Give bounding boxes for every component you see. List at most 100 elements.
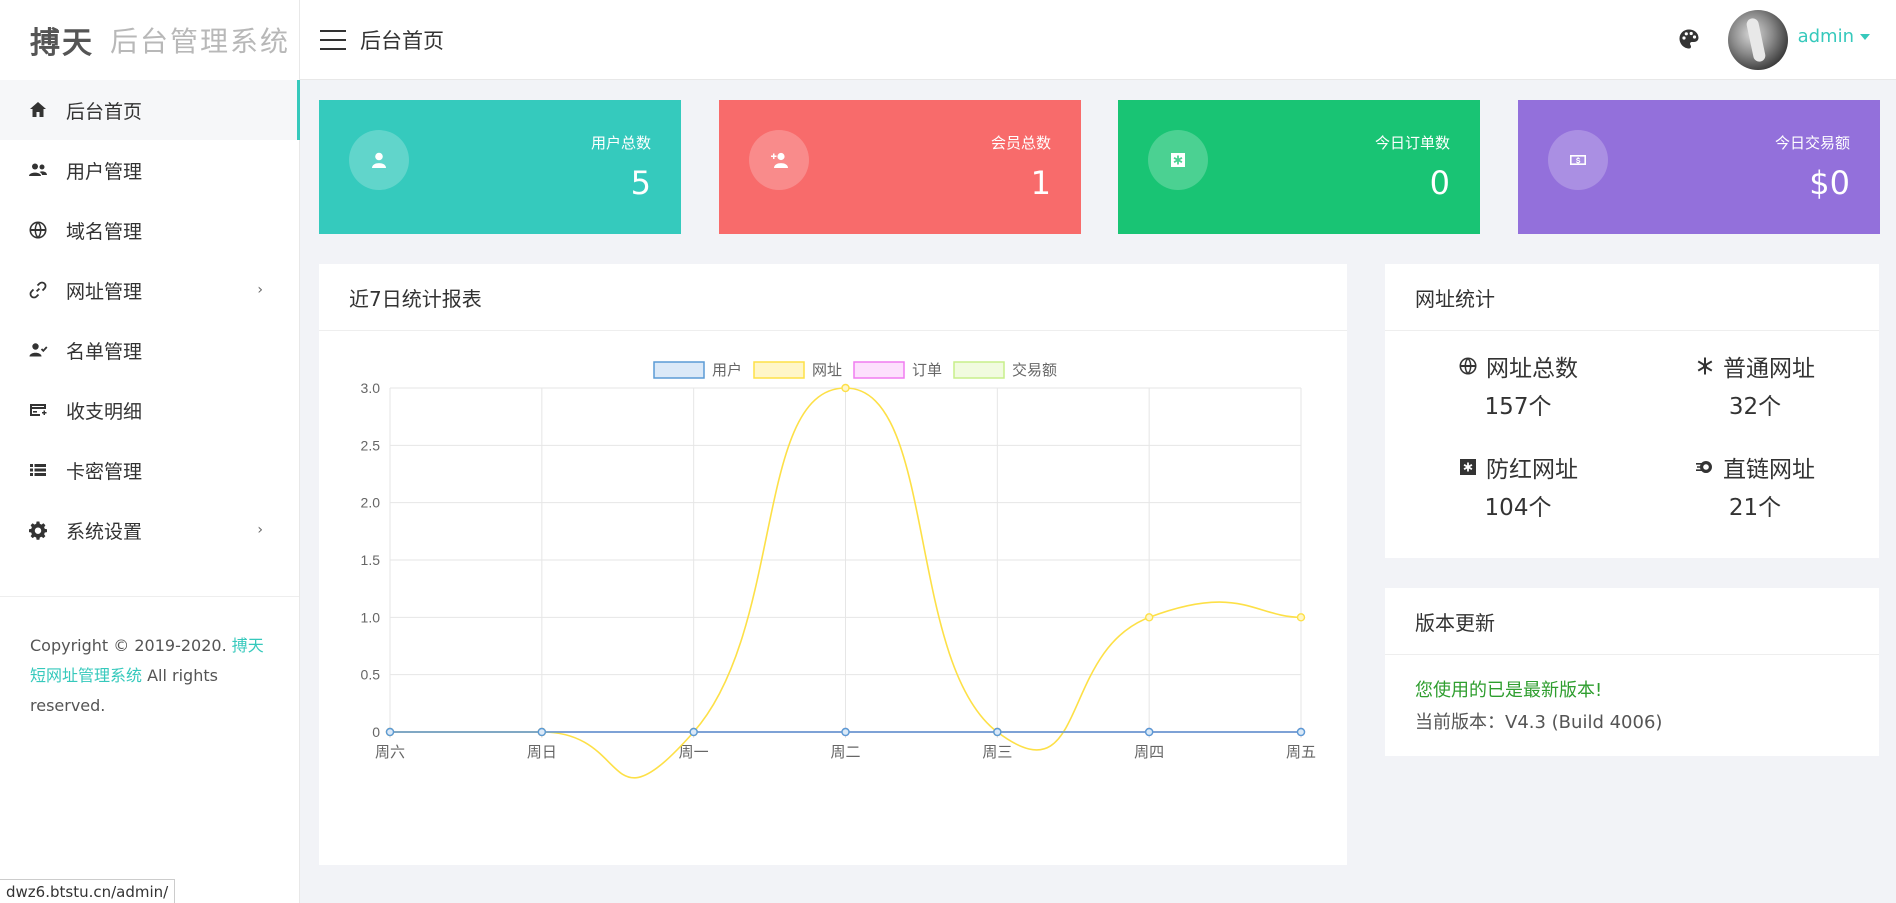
avatar[interactable] <box>1728 10 1788 70</box>
x-tick-label: 周一 <box>679 743 709 761</box>
stat-card-revenue: 今日交易额 $0 <box>1518 100 1880 234</box>
url-stat-antiblock: 防红网址 104个 <box>1418 450 1618 522</box>
url-stat-label: 直链网址 <box>1723 457 1815 483</box>
data-point <box>841 727 850 737</box>
caret-down-icon <box>1860 34 1870 40</box>
legend-swatch <box>853 361 905 379</box>
legend-label: 网址 <box>812 361 842 379</box>
y-tick-label: 1.0 <box>361 609 381 625</box>
y-tick-label: 3.0 <box>361 380 381 396</box>
copyright-suffix: All rights reserved. <box>30 666 218 715</box>
url-stat-value: 104个 <box>1484 495 1552 521</box>
y-tick-label: 2.0 <box>361 495 381 511</box>
data-point <box>1144 727 1154 737</box>
sidebar-item-label: 名单管理 <box>66 340 143 363</box>
sidebar-item-urls[interactable]: 网址管理 › <box>0 260 299 320</box>
stat-label: 用户总数 <box>590 134 651 152</box>
list-icon <box>28 460 48 480</box>
username: admin <box>1797 26 1854 47</box>
y-tick-label: 1.5 <box>361 552 381 568</box>
gear-icon <box>28 520 48 540</box>
asterisk-square-icon <box>1460 459 1476 475</box>
sidebar-item-label: 后台首页 <box>66 100 143 123</box>
data-point <box>993 727 1002 737</box>
globe-icon <box>28 220 48 240</box>
sidebar-item-finance[interactable]: 收支明细 <box>0 380 299 440</box>
palette-icon[interactable] <box>1678 28 1700 50</box>
line-chart: 0 0.5 1.0 1.5 2.0 2.5 3.0 周六 周日 周一 周二 周三 周四 周五 用户 网址 订单 交… <box>361 361 1316 779</box>
url-stats-title: 网址统计 <box>1385 264 1879 331</box>
y-tick-label: 2.5 <box>361 437 381 453</box>
y-tick-label: 0 <box>372 724 380 740</box>
sidebar-item-lists[interactable]: 名单管理 <box>0 320 299 380</box>
sidebar-item-label: 用户管理 <box>66 160 143 183</box>
url-stat-normal: 普通网址 32个 <box>1655 349 1855 421</box>
data-point <box>385 727 395 737</box>
sidebar-item-label: 系统设置 <box>66 520 143 543</box>
data-point <box>1296 727 1306 737</box>
users-icon <box>28 160 48 180</box>
stat-value: $0 <box>1809 164 1850 202</box>
x-tick-label: 周三 <box>982 743 1012 761</box>
sidebar-item-label: 网址管理 <box>66 280 143 303</box>
legend-swatch <box>653 361 705 379</box>
url-stats-panel: 网址统计 网址总数 157个 普通网址 32个 防红网址 104个 直链网址 2… <box>1385 264 1879 558</box>
asterisk-square-icon <box>1148 130 1208 190</box>
url-stat-value: 32个 <box>1728 394 1782 420</box>
home-icon <box>28 100 48 120</box>
sidebar-divider <box>0 596 299 597</box>
stat-card-members: 会员总数 1 <box>719 100 1081 234</box>
stat-label: 今日交易额 <box>1774 134 1850 152</box>
data-point <box>1144 613 1154 622</box>
x-tick-label: 周日 <box>527 743 557 761</box>
money-icon <box>1548 130 1608 190</box>
url-stat-value: 157个 <box>1484 394 1552 420</box>
chart-panel-title: 近7日统计报表 <box>319 264 1347 331</box>
sidebar-item-label: 收支明细 <box>66 400 143 423</box>
user-check-icon <box>28 340 48 360</box>
url-stat-direct: 直链网址 21个 <box>1655 450 1855 522</box>
legend-label: 订单 <box>912 361 942 379</box>
x-tick-label: 周四 <box>1134 743 1164 761</box>
data-point <box>689 727 698 737</box>
version-current-text: 当前版本：V4.3 (Build 4006) <box>1415 712 1663 733</box>
asterisk-icon <box>1697 357 1713 375</box>
stat-value: 0 <box>1429 164 1450 202</box>
sidebar-item-domains[interactable]: 域名管理 <box>0 200 299 260</box>
logo[interactable]: 搏天 后台管理系统 <box>0 0 299 80</box>
legend-swatch <box>953 361 1005 379</box>
sidebar-item-cardkeys[interactable]: 卡密管理 <box>0 440 299 500</box>
stat-value: 5 <box>630 164 651 202</box>
stat-label: 会员总数 <box>990 134 1051 152</box>
stat-card-orders: 今日订单数 0 <box>1118 100 1480 234</box>
stat-value: 1 <box>1030 164 1051 202</box>
version-latest-text: 您使用的已是最新版本! <box>1415 680 1603 701</box>
y-tick-label: 0.5 <box>361 667 381 683</box>
sidebar-item-label: 域名管理 <box>66 220 143 243</box>
sidebar-item-dashboard[interactable]: 后台首页 <box>0 80 300 140</box>
user-menu[interactable]: admin <box>1798 26 1870 47</box>
stat-card-users: 用户总数 5 <box>319 100 681 234</box>
x-tick-label: 周六 <box>375 743 405 761</box>
x-tick-label: 周五 <box>1286 743 1316 761</box>
sidebar-item-users[interactable]: 用户管理 <box>0 140 299 200</box>
top-header: 后台首页 admin <box>300 0 1896 80</box>
copyright-link[interactable]: 搏天短网址管理系统 <box>30 636 264 685</box>
url-stat-label: 普通网址 <box>1723 356 1815 382</box>
version-title: 版本更新 <box>1385 588 1879 655</box>
rocket-icon <box>1696 461 1712 473</box>
sidebar-item-label: 卡密管理 <box>66 460 143 483</box>
sidebar-item-settings[interactable]: 系统设置 › <box>0 500 299 560</box>
chevron-right-icon: › <box>257 522 263 538</box>
legend-label: 交易额 <box>1012 361 1057 379</box>
sidebar: 搏天 后台管理系统 后台首页 用户管理 域名管理 网址管理 › 名单管理 收支明… <box>0 0 300 903</box>
legend-swatch <box>753 361 805 379</box>
data-point <box>841 383 850 393</box>
menu-toggle-icon[interactable] <box>320 29 346 50</box>
data-point <box>537 727 547 737</box>
credit-card-icon <box>28 400 48 420</box>
chevron-right-icon: › <box>257 282 263 298</box>
copyright: Copyright © 2019-2020. 搏天短网址管理系统 All rig… <box>0 597 299 721</box>
url-stat-label: 网址总数 <box>1486 356 1578 382</box>
user-plus-icon <box>749 130 809 190</box>
